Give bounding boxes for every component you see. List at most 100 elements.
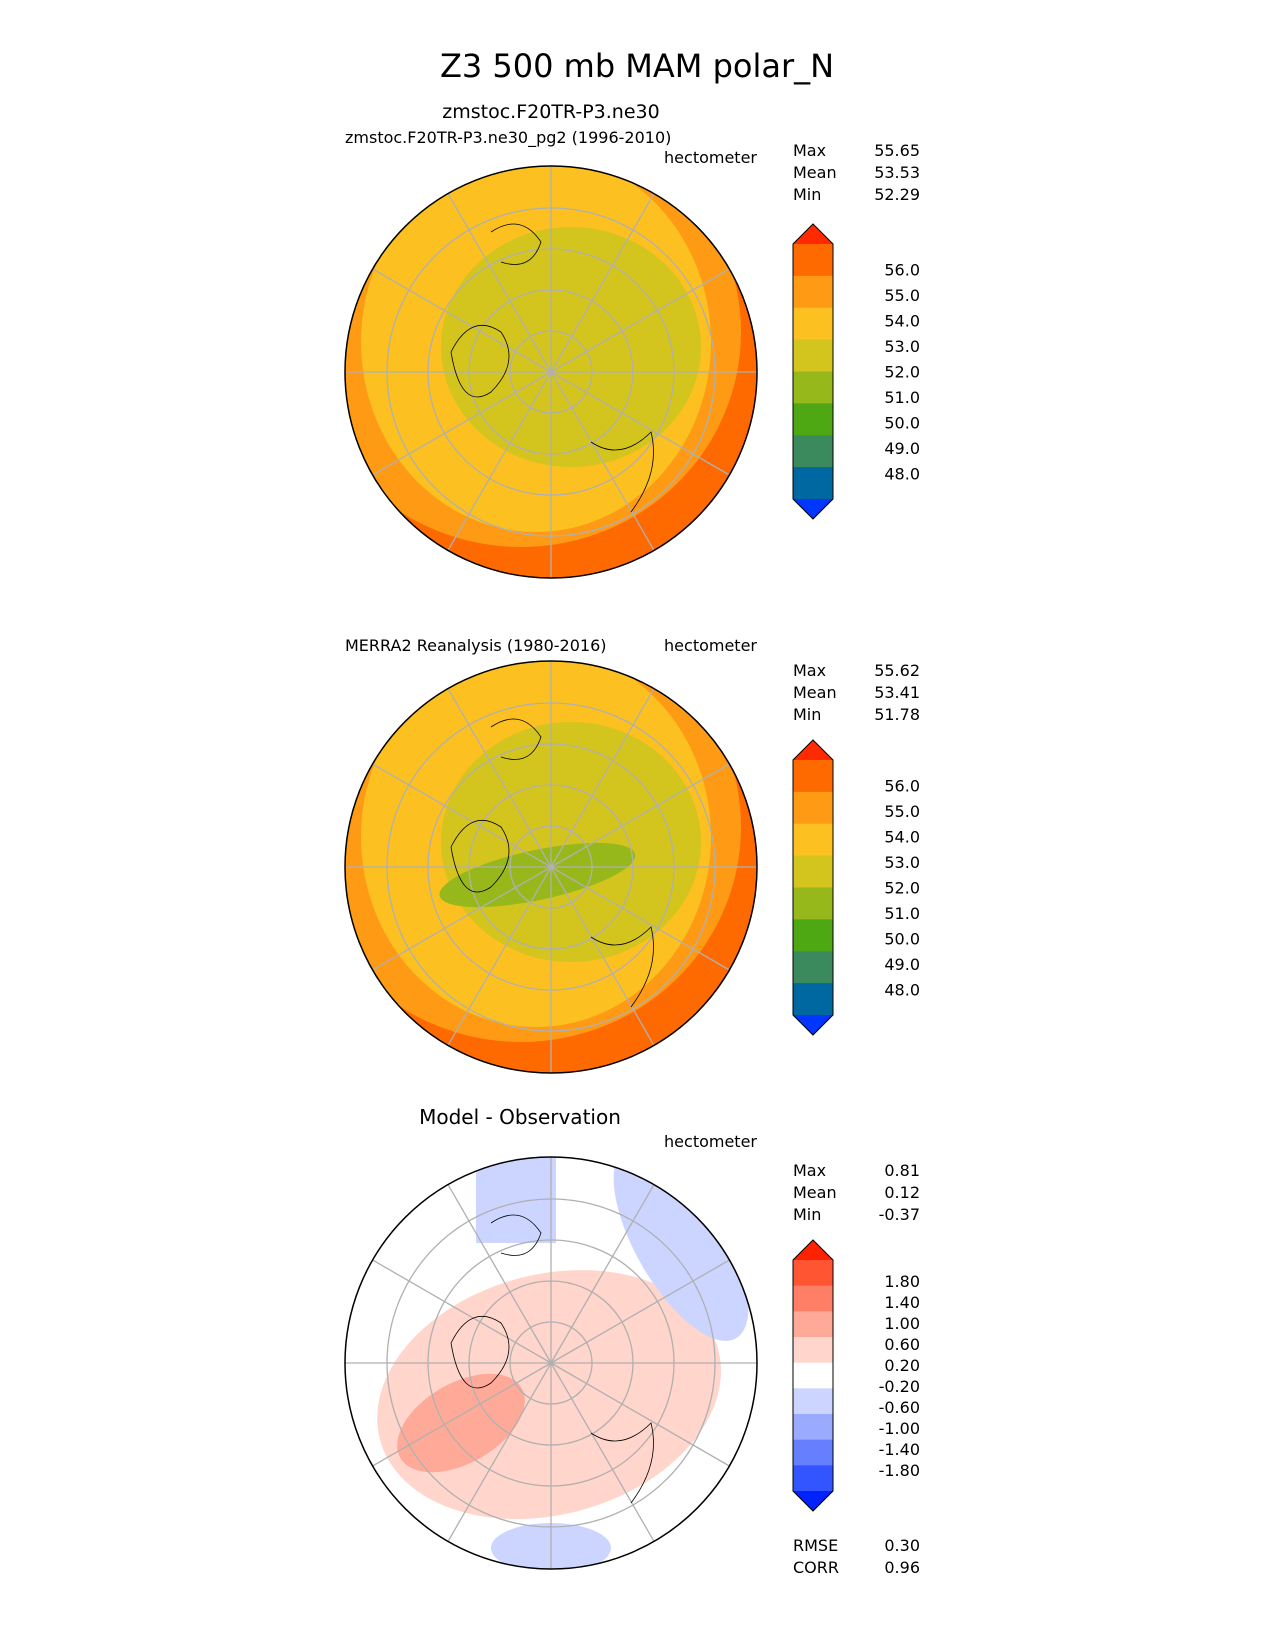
stat-value: 52.29 bbox=[874, 185, 920, 204]
colorbar-segment bbox=[793, 887, 833, 920]
field-band bbox=[441, 722, 701, 962]
longitude-gridline bbox=[550, 688, 655, 868]
longitude-gridline bbox=[550, 1259, 730, 1364]
field-band bbox=[441, 227, 701, 467]
colorbar-extend-max bbox=[793, 1240, 833, 1260]
coastline bbox=[450, 718, 654, 1008]
longitude-gridline bbox=[447, 866, 552, 1046]
colorbar-segment bbox=[793, 339, 833, 372]
colorbar-extend-min bbox=[793, 1015, 833, 1035]
longitude-gridline bbox=[550, 866, 730, 971]
colorbar-tick-label: -0.20 bbox=[879, 1377, 920, 1396]
longitude-gridline bbox=[550, 371, 655, 551]
colorbar-tick-label: -1.40 bbox=[879, 1440, 920, 1459]
colorbar-tick-label: 1.00 bbox=[884, 1314, 920, 1333]
colorbar-tick-label: 49.0 bbox=[884, 439, 920, 458]
coastline bbox=[450, 223, 654, 513]
panel-3: Max 0.81 Mean 0.12 Min -0.37 1.80 1.40 1.00 0.60 0… bbox=[344, 1156, 920, 1570]
colorbar-tick-label: 0.20 bbox=[884, 1356, 920, 1375]
colorbar-segment bbox=[793, 791, 833, 825]
colorbar-tick-label: 51.0 bbox=[884, 904, 920, 923]
longitude-gridline bbox=[447, 193, 552, 373]
colorbar-segment bbox=[793, 1362, 833, 1389]
longitude-gridline bbox=[447, 1184, 552, 1364]
colorbar-tick-label: 55.0 bbox=[884, 802, 920, 821]
colorbar-segment bbox=[793, 1439, 833, 1466]
stat-value: 0.12 bbox=[884, 1183, 920, 1202]
panel1-units: hectometer bbox=[664, 148, 757, 167]
colorbar-segment bbox=[793, 951, 833, 984]
longitude-gridline bbox=[550, 1362, 730, 1467]
colorbar-tick-label: 48.0 bbox=[884, 465, 920, 484]
colorbar-extend-min bbox=[793, 499, 833, 519]
panel1-title: zmstoc.F20TR-P3.ne30 bbox=[442, 101, 659, 123]
colorbar-extend-max bbox=[793, 224, 833, 244]
colorbar-segment bbox=[793, 435, 833, 468]
stat-label: Mean bbox=[793, 683, 837, 702]
stat-label: Mean bbox=[793, 163, 837, 182]
longitude-gridline bbox=[447, 688, 552, 868]
longitude-gridline bbox=[447, 1362, 552, 1542]
colorbar-outline bbox=[792, 1239, 834, 1512]
colorbar-segment bbox=[793, 307, 833, 341]
colorbar-segment bbox=[793, 244, 833, 277]
longitude-gridline bbox=[372, 1259, 552, 1364]
colorbar-segment bbox=[793, 983, 833, 1016]
corr-label: CORR bbox=[793, 1558, 839, 1577]
colorbar-segment bbox=[793, 855, 833, 888]
map-field bbox=[345, 166, 757, 578]
colorbar-segment bbox=[793, 1260, 833, 1287]
panel-2: Max 55.62 Mean 53.41 Min 51.78 56.0 55.0 54.0 53.… bbox=[344, 660, 920, 1074]
longitude-gridline bbox=[372, 866, 552, 971]
map-boundary bbox=[344, 660, 758, 1074]
colorbar-segment bbox=[793, 1465, 833, 1492]
longitude-gridline bbox=[550, 1362, 655, 1542]
colorbar-tick-label: 56.0 bbox=[884, 261, 920, 280]
stat-value: 55.65 bbox=[874, 141, 920, 160]
colorbar-tick-label: 0.60 bbox=[884, 1335, 920, 1354]
colorbar-outline bbox=[792, 223, 834, 520]
colorbar-segment bbox=[793, 1311, 833, 1338]
stat-label: Mean bbox=[793, 1183, 837, 1202]
longitude-gridline bbox=[447, 371, 552, 551]
stat-label: Min bbox=[793, 705, 821, 724]
colorbar-segment bbox=[793, 1285, 833, 1312]
field-band bbox=[613, 1157, 749, 1341]
stat-label: Max bbox=[793, 661, 826, 680]
map-boundary bbox=[344, 165, 758, 579]
colorbar-tick-label: 56.0 bbox=[884, 777, 920, 796]
stat-label: Max bbox=[793, 1161, 826, 1180]
colorbar-tick-label: 52.0 bbox=[884, 363, 920, 382]
longitude-gridline bbox=[372, 1362, 552, 1467]
longitude-gridline bbox=[372, 763, 552, 868]
colorbar-tick-label: -1.80 bbox=[879, 1461, 920, 1480]
stat-value: 0.81 bbox=[884, 1161, 920, 1180]
colorbar-segment bbox=[793, 1414, 833, 1441]
colorbar-segment bbox=[793, 371, 833, 404]
map-boundary bbox=[344, 1156, 758, 1570]
panel2-left-label: MERRA2 Reanalysis (1980-2016) bbox=[345, 636, 607, 655]
colorbar-segment bbox=[793, 467, 833, 500]
panel1-left-label: zmstoc.F20TR-P3.ne30_pg2 (1996-2010) bbox=[345, 128, 671, 148]
colorbar-tick-label: 49.0 bbox=[884, 955, 920, 974]
panel3-units: hectometer bbox=[664, 1132, 757, 1151]
colorbar-extend-min bbox=[793, 1491, 833, 1511]
longitude-gridline bbox=[550, 268, 730, 373]
colorbar-tick-label: -0.60 bbox=[879, 1398, 920, 1417]
stat-label: Min bbox=[793, 1205, 821, 1224]
panel-1: Max 55.65 Mean 53.53 Min 52.29 56.0 55.0 54.0 53.… bbox=[344, 141, 920, 579]
colorbar-segment bbox=[793, 1388, 833, 1415]
longitude-gridline bbox=[550, 193, 655, 373]
stat-label: Min bbox=[793, 185, 821, 204]
colorbar-outline bbox=[792, 739, 834, 1036]
longitude-gridline bbox=[550, 1184, 655, 1364]
colorbar-tick-label: 1.40 bbox=[884, 1293, 920, 1312]
rmse-value: 0.30 bbox=[884, 1536, 920, 1555]
map-field bbox=[345, 1157, 757, 1569]
colorbar-segment bbox=[793, 760, 833, 793]
map-field bbox=[345, 661, 757, 1073]
stat-value: 51.78 bbox=[874, 705, 920, 724]
longitude-gridline bbox=[550, 763, 730, 868]
